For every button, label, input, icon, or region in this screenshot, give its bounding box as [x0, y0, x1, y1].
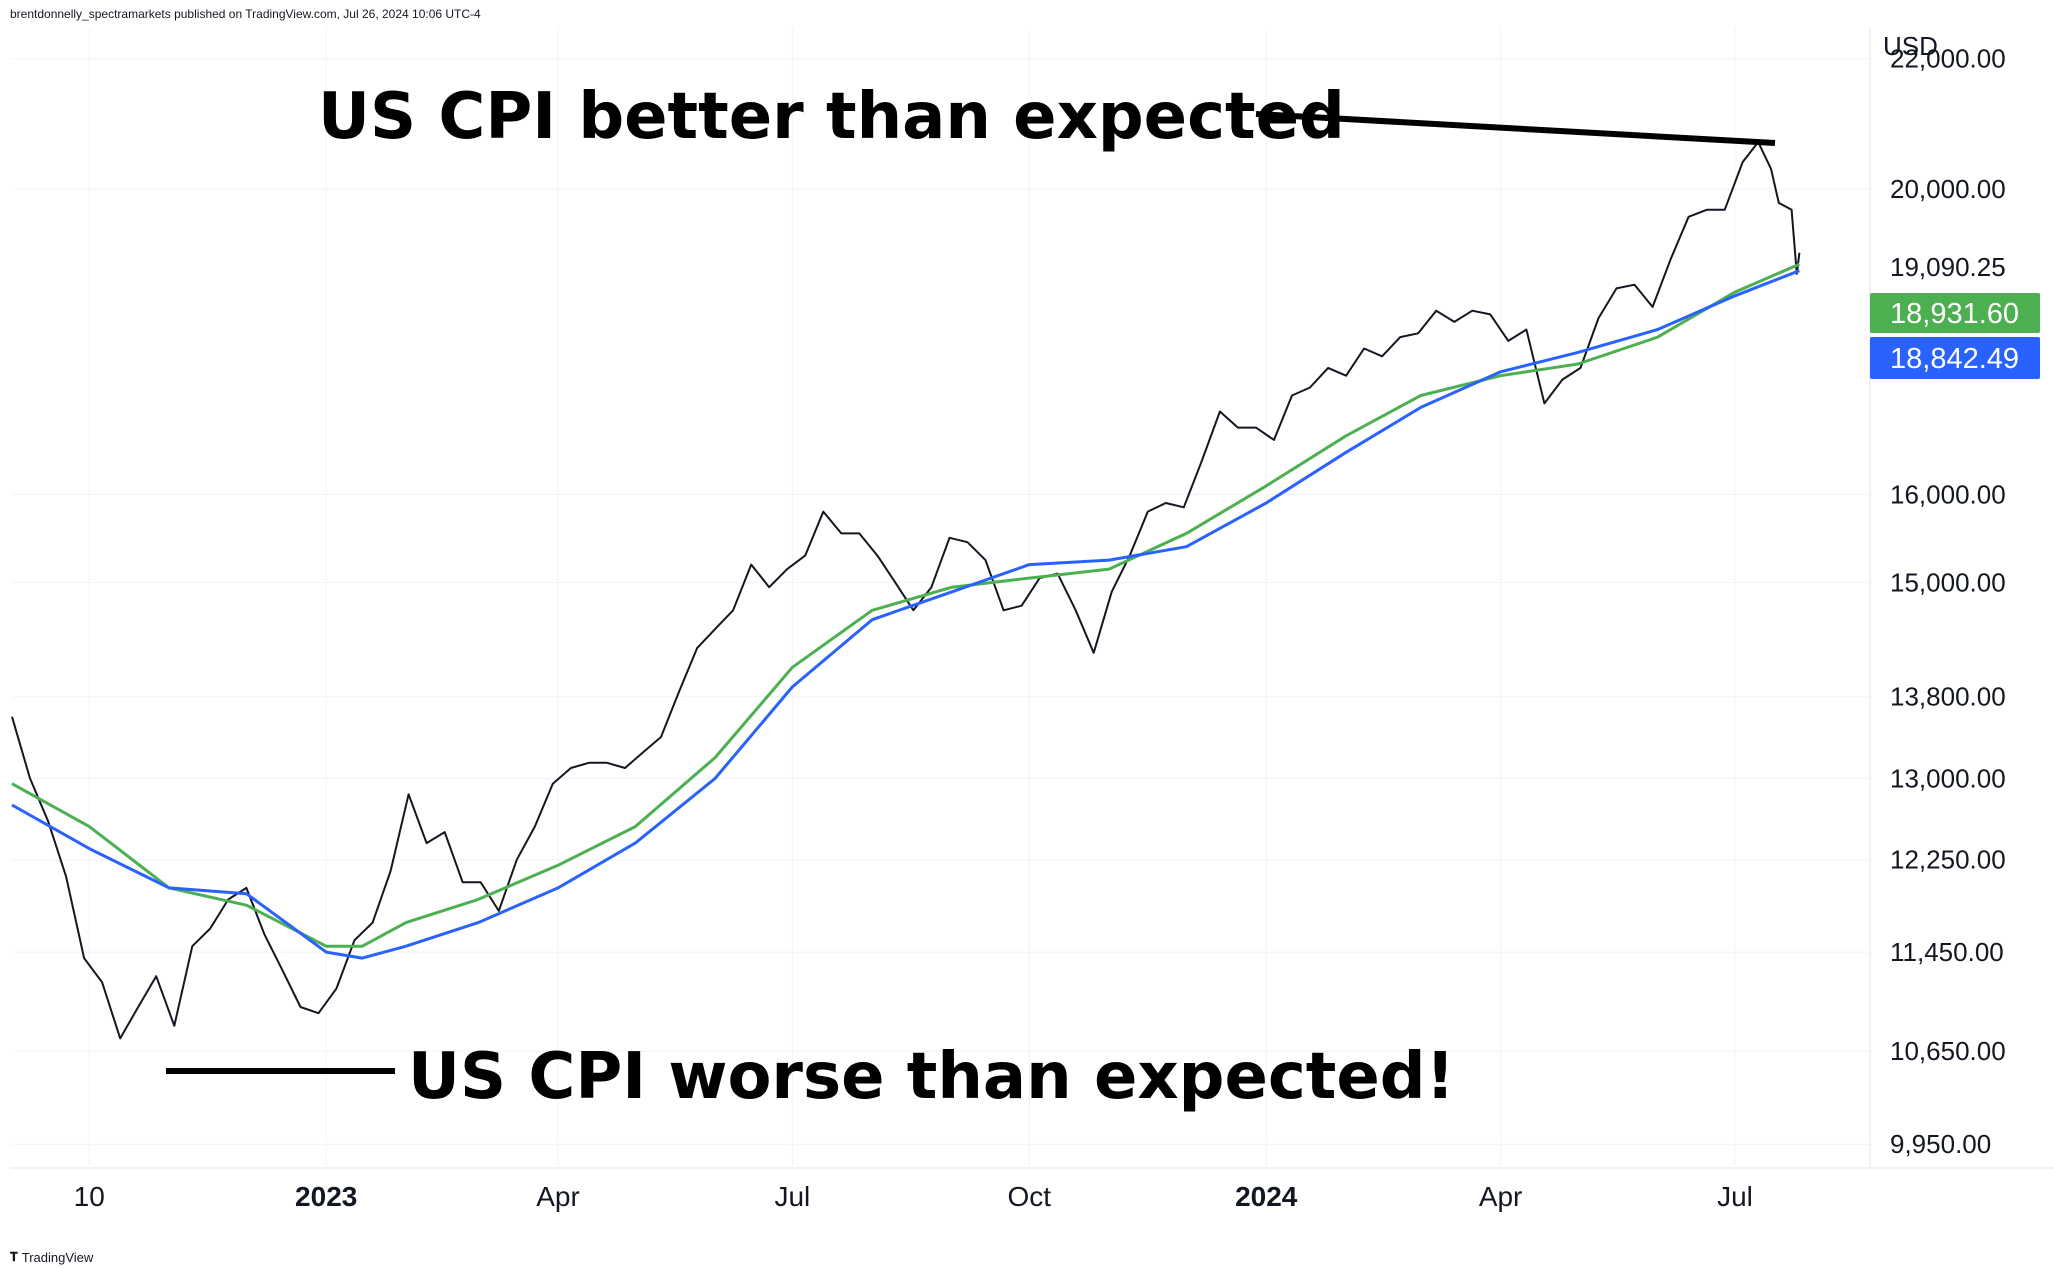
- ma-green-badge: 18,931.60: [1870, 293, 2040, 333]
- moving-average-line-green: [11, 262, 1800, 948]
- tradingview-logo-icon: 𝐓: [10, 1250, 18, 1264]
- x-tick-label: Apr: [1479, 1181, 1523, 1212]
- x-tick-label: Apr: [536, 1181, 580, 1212]
- ma-blue-badge-label: 18,842.49: [1890, 343, 2019, 375]
- ma-blue-badge-bg: [1870, 337, 2040, 379]
- price-line: [11, 141, 1801, 1040]
- y-tick-label: 9,950.00: [1890, 1129, 1991, 1159]
- x-tick-label: Jul: [774, 1181, 810, 1212]
- annotation-bottom-label: US CPI worse than expected!: [408, 1040, 1455, 1114]
- x-tick-label: 10: [74, 1181, 105, 1212]
- annotation-top-label: US CPI better than expected: [318, 80, 1345, 154]
- annotation-top-connector: [1255, 111, 1776, 146]
- x-tick-label: 2023: [295, 1181, 357, 1212]
- y-tick-label: 10,650.00: [1890, 1036, 2006, 1066]
- price-axis[interactable]: USD 19,090.25 18,931.60 18,842.49 22,000…: [1869, 28, 2040, 1168]
- y-tick-label: 11,450.00: [1890, 937, 2004, 967]
- brand-name: TradingView: [21, 1250, 94, 1265]
- x-tick-label: Oct: [1008, 1181, 1052, 1212]
- y-tick-label: 12,250.00: [1890, 845, 2006, 875]
- y-tick-label: 16,000.00: [1890, 479, 2006, 509]
- x-tick-label: Jul: [1717, 1181, 1753, 1212]
- time-axis[interactable]: 10 2023 Apr Jul Oct 2024 Apr Jul: [10, 1167, 2054, 1212]
- ma-green-badge-label: 18,931.60: [1890, 298, 2019, 330]
- y-tick-label: 15,000.00: [1890, 568, 2006, 598]
- x-tick-label: 2024: [1235, 1181, 1298, 1212]
- brand-footer: 𝐓 TradingView: [10, 1250, 93, 1265]
- series-layer: [11, 141, 1801, 1040]
- y-tick-label: 20,000.00: [1890, 174, 2006, 204]
- moving-average-line-blue: [11, 269, 1800, 960]
- grid-lines: [12, 28, 1870, 1165]
- ma-green-badge-bg: [1870, 293, 2040, 333]
- ma-blue-badge: 18,842.49: [1870, 337, 2040, 379]
- publisher-caption: brentdonnelly_spectramarkets published o…: [10, 7, 481, 21]
- last-price-label: 19,090.25: [1890, 252, 2006, 282]
- y-tick-label: 13,800.00: [1890, 682, 2006, 712]
- axis-unit-label: USD: [1883, 31, 1938, 61]
- y-tick-label: 22,000.00: [1890, 44, 2006, 74]
- annotation-layer: US CPI better than expected US CPI worse…: [166, 80, 1776, 1114]
- y-tick-label: 13,000.00: [1890, 763, 2006, 793]
